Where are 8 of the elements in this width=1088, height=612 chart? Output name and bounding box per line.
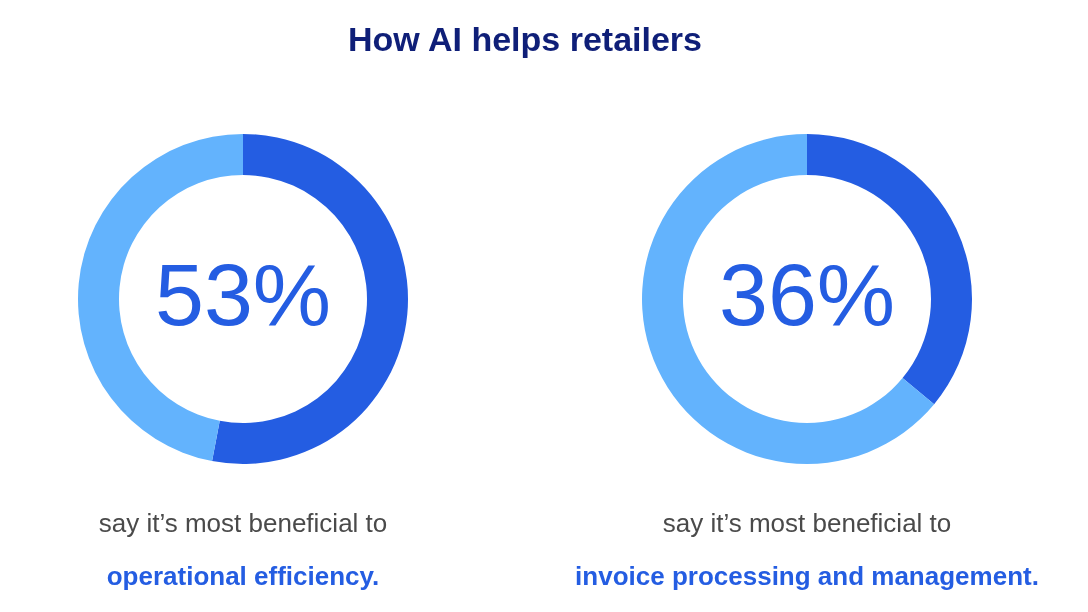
data-label: 53% <box>154 245 332 344</box>
text: invoice processing and management. <box>575 561 1039 591</box>
text: say it’s most beneficial to <box>662 508 952 538</box>
text: How AI helps retailers <box>348 20 702 58</box>
text: say it’s most beneficial to <box>98 508 388 538</box>
data-label: 36% <box>718 245 896 344</box>
donut-slice <box>642 134 935 464</box>
text: operational efficiency. <box>106 561 380 591</box>
